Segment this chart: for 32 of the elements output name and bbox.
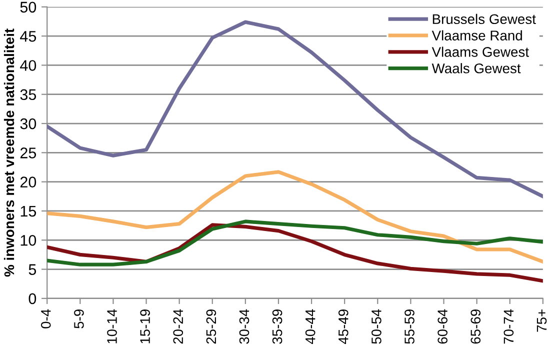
legend-label: Vlaams Gewest — [432, 46, 529, 57]
x-tick-label: 55-59 — [404, 309, 414, 344]
y-axis-title: % inwoners met vreemde nationaliteit — [4, 28, 14, 277]
y-tick-label: 10 — [20, 234, 36, 246]
y-tick-label: 50 — [20, 2, 36, 13]
y-tick-label: 45 — [20, 31, 36, 42]
x-tick-label: 65-69 — [470, 309, 481, 344]
y-tick-label: 5 — [28, 264, 36, 275]
y-tick-label: 20 — [20, 176, 36, 188]
x-tick-label: 45-49 — [338, 309, 348, 344]
y-tick-label: 30 — [20, 118, 36, 130]
x-tick-label: 25-29 — [206, 309, 216, 344]
x-tick-label: 5-9 — [74, 310, 84, 328]
y-tick-label: 25 — [20, 148, 36, 158]
x-tick-label: 20-24 — [173, 309, 184, 344]
x-tick-label: 35-39 — [272, 309, 282, 344]
legend-label: Waals Gewest — [432, 63, 521, 74]
y-tick-label: 0 — [28, 293, 36, 304]
x-tick-label: 0-4 — [40, 309, 51, 328]
y-tick-label: 35 — [20, 89, 36, 100]
legend-label: Brussels Gewest — [432, 14, 536, 24]
x-tick-label: 15-19 — [140, 309, 150, 344]
x-tick-label: 30-34 — [239, 309, 250, 344]
legend-label: Vlaamse Rand — [432, 30, 522, 40]
x-tick-label: 75+ — [536, 310, 547, 332]
y-tick-label: 15 — [20, 206, 36, 217]
x-tick-label: 60-64 — [438, 309, 448, 344]
y-tick-label: 40 — [20, 60, 36, 71]
x-tick-label: 40-44 — [305, 309, 316, 344]
x-tick-label: 10-14 — [107, 309, 117, 344]
x-tick-label: 50-54 — [372, 309, 382, 344]
x-tick-label: 70-74 — [504, 309, 514, 344]
